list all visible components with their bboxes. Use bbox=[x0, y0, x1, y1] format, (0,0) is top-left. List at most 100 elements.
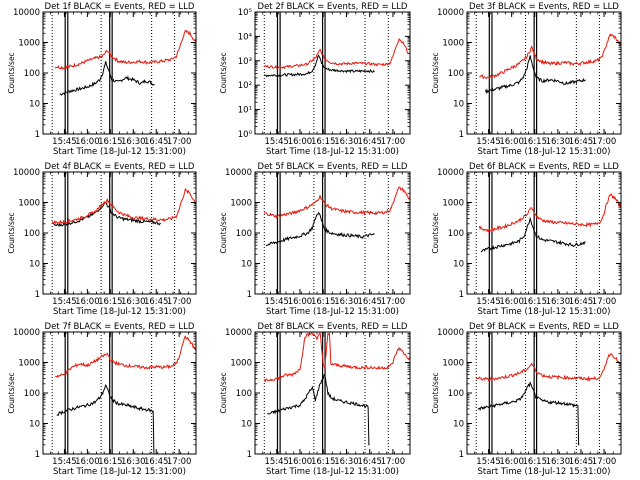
panel-title: Det 2f BLACK = Events, RED = LLD bbox=[258, 2, 408, 12]
detector-panel-7: 1 10 100 1000 10000 15:4516:0016:1516:3016:45… bbox=[7, 322, 197, 477]
events-series-line bbox=[485, 55, 586, 95]
x-tick-label: 17:00 bbox=[167, 297, 192, 307]
y-tick-label: 10³ bbox=[238, 57, 252, 67]
y-tick-label: 1000 bbox=[18, 39, 40, 49]
x-axis-label: Start Time (18-Jul-12 15:31:00) bbox=[478, 307, 611, 317]
y-tick-label: 10000 bbox=[437, 8, 464, 18]
x-tick-label: 16:45 bbox=[144, 297, 169, 307]
x-tick-label: 16:15 bbox=[311, 457, 336, 467]
y-tick-label: 10000 bbox=[13, 168, 40, 178]
y-axis-label: Counts/sec bbox=[7, 52, 16, 93]
panel-title: Det 3f BLACK = Events, RED = LLD bbox=[469, 2, 619, 12]
x-tick-label: 16:45 bbox=[569, 457, 594, 467]
x-tick-label: 16:45 bbox=[569, 297, 594, 307]
detector-panel-5: 1 10 100 1000 10000 15:4516:0016:1516:3016:45… bbox=[219, 162, 411, 317]
x-tick-label: 16:30 bbox=[121, 137, 146, 147]
y-tick-label: 100 bbox=[236, 389, 252, 399]
panel-title: Det 9f BLACK = Events, RED = LLD bbox=[469, 322, 619, 332]
panel-title: Det 5f BLACK = Events, RED = LLD bbox=[258, 162, 408, 172]
x-tick-label: 16:00 bbox=[288, 297, 313, 307]
y-tick-label: 10 bbox=[453, 420, 464, 430]
x-tick-label: 16:00 bbox=[288, 457, 313, 467]
detector-panel-3: 1 10 100 1000 10000 15:4516:0016:1516:3016:45… bbox=[431, 2, 622, 157]
events-series-line bbox=[267, 373, 370, 446]
panel-title: Det 6f BLACK = Events, RED = LLD bbox=[469, 162, 619, 172]
x-axis-label: Start Time (18-Jul-12 15:31:00) bbox=[53, 147, 186, 157]
detector-panel-8: 1 10 100 1000 10000 15:4516:0016:1516:3016:45… bbox=[219, 322, 411, 477]
plot-frame bbox=[466, 331, 622, 455]
events-series-line bbox=[477, 381, 580, 446]
y-axis-label: Counts/sec bbox=[431, 52, 440, 93]
panel-title: Det 4f BLACK = Events, RED = LLD bbox=[45, 162, 195, 172]
x-tick-label: 15:45 bbox=[476, 297, 501, 307]
y-tick-label: 1000 bbox=[442, 359, 464, 369]
x-tick-label: 16:00 bbox=[499, 457, 524, 467]
events-series-line bbox=[480, 216, 586, 253]
x-tick-label: 16:15 bbox=[523, 457, 548, 467]
x-axis-label: Start Time (18-Jul-12 15:31:00) bbox=[266, 307, 399, 317]
x-tick-label: 15:45 bbox=[52, 137, 77, 147]
lld-series-line bbox=[479, 33, 621, 80]
x-tick-label: 15:45 bbox=[264, 297, 289, 307]
y-tick-label: 10⁵ bbox=[238, 8, 252, 18]
y-tick-label: 1 bbox=[35, 130, 40, 140]
x-tick-label: 15:45 bbox=[52, 457, 77, 467]
events-series-line bbox=[56, 383, 155, 454]
x-tick-label: 15:45 bbox=[52, 297, 77, 307]
x-tick-label: 16:00 bbox=[499, 137, 524, 147]
y-tick-label: 1 bbox=[35, 290, 40, 300]
x-tick-label: 16:15 bbox=[523, 297, 548, 307]
y-tick-label: 10 bbox=[29, 420, 40, 430]
detector-panel-6: 1 10 100 1000 10000 15:4516:0016:1516:3016:45… bbox=[431, 162, 622, 317]
x-tick-label: 17:00 bbox=[381, 297, 406, 307]
x-tick-label: 15:45 bbox=[264, 457, 289, 467]
x-tick-label: 16:30 bbox=[121, 457, 146, 467]
x-axis-label: Start Time (18-Jul-12 15:31:00) bbox=[478, 467, 611, 477]
y-tick-label: 100 bbox=[24, 229, 40, 239]
y-tick-label: 10 bbox=[241, 420, 252, 430]
y-tick-label: 1 bbox=[459, 450, 464, 460]
y-tick-label: 10000 bbox=[13, 328, 40, 338]
y-tick-label: 10 bbox=[29, 260, 40, 270]
events-series-line bbox=[59, 61, 155, 96]
y-tick-label: 1000 bbox=[18, 359, 40, 369]
y-tick-label: 1000 bbox=[230, 199, 252, 209]
plot-frame bbox=[254, 331, 411, 455]
x-axis-label: Start Time (18-Jul-12 15:31:00) bbox=[266, 467, 399, 477]
y-tick-label: 1 bbox=[247, 450, 252, 460]
y-tick-label: 10 bbox=[29, 100, 40, 110]
x-tick-label: 16:30 bbox=[334, 457, 359, 467]
x-tick-label: 16:30 bbox=[334, 297, 359, 307]
x-axis-label: Start Time (18-Jul-12 15:31:00) bbox=[53, 307, 186, 317]
y-tick-label: 1000 bbox=[230, 359, 252, 369]
x-tick-label: 16:45 bbox=[144, 137, 169, 147]
lld-series-line bbox=[475, 352, 621, 382]
y-tick-label: 10⁰ bbox=[238, 130, 253, 140]
events-series-line bbox=[265, 211, 375, 247]
y-tick-label: 100 bbox=[448, 229, 464, 239]
y-axis-label: Counts/sec bbox=[219, 52, 228, 93]
x-tick-label: 16:15 bbox=[98, 137, 123, 147]
y-tick-label: 1000 bbox=[442, 199, 464, 209]
y-tick-label: 1 bbox=[35, 450, 40, 460]
y-tick-label: 100 bbox=[24, 389, 40, 399]
x-tick-label: 17:00 bbox=[381, 137, 406, 147]
events-series-line bbox=[53, 201, 162, 228]
panel-title: Det 7f BLACK = Events, RED = LLD bbox=[45, 322, 195, 332]
x-tick-label: 16:00 bbox=[499, 297, 524, 307]
y-tick-label: 10¹ bbox=[238, 106, 252, 116]
plot-frame bbox=[466, 171, 622, 295]
y-tick-label: 10² bbox=[238, 81, 252, 91]
y-tick-label: 10⁴ bbox=[238, 32, 253, 42]
y-tick-label: 1 bbox=[247, 290, 252, 300]
x-tick-label: 16:00 bbox=[75, 457, 100, 467]
x-tick-label: 16:15 bbox=[311, 137, 336, 147]
x-tick-label: 16:15 bbox=[98, 297, 123, 307]
x-tick-label: 17:00 bbox=[167, 457, 192, 467]
x-tick-label: 16:30 bbox=[121, 297, 146, 307]
x-tick-label: 17:00 bbox=[592, 137, 617, 147]
x-tick-label: 17:00 bbox=[592, 297, 617, 307]
y-tick-label: 10000 bbox=[225, 168, 252, 178]
plot-frame bbox=[254, 11, 411, 135]
x-tick-label: 16:30 bbox=[546, 457, 571, 467]
